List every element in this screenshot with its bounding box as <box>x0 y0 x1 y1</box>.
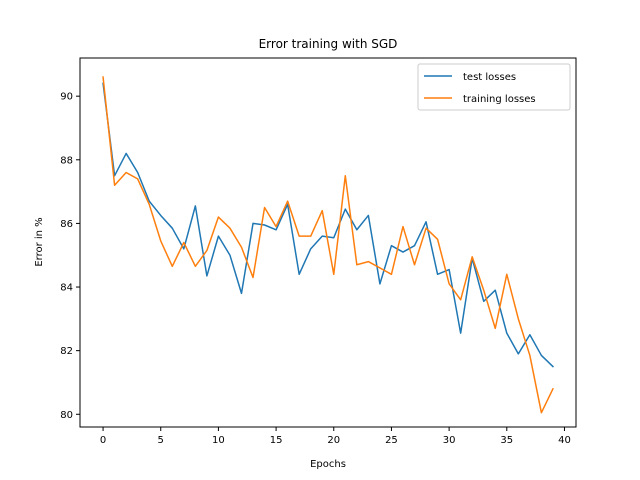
y-tick-label: 90 <box>60 92 73 103</box>
x-tick-label: 0 <box>100 435 106 446</box>
y-tick-label: 82 <box>60 346 73 357</box>
series-line-training-losses <box>102 76 554 414</box>
x-tick-label: 20 <box>327 435 340 446</box>
y-tick-label: 80 <box>60 410 73 421</box>
y-axis: 80 82 84 86 88 90 <box>60 92 80 421</box>
x-tick-label: 35 <box>500 435 513 446</box>
legend-label: test losses <box>463 72 516 83</box>
x-axis-label: Epochs <box>310 459 346 470</box>
x-tick-label: 15 <box>270 435 283 446</box>
axes-frame <box>79 57 577 428</box>
legend-label: training losses <box>463 94 536 105</box>
x-tick-label: 5 <box>158 435 164 446</box>
x-tick-label: 30 <box>443 435 456 446</box>
y-axis-label: Error in % <box>34 217 45 266</box>
plot-area <box>102 76 554 414</box>
chart-title: Error training with SGD <box>259 37 398 51</box>
y-tick-label: 86 <box>60 219 73 230</box>
legend-box <box>417 63 571 111</box>
legend: test losses training losses <box>417 63 571 111</box>
x-tick-label: 10 <box>212 435 225 446</box>
series-line-test-losses <box>102 82 554 368</box>
y-tick-label: 84 <box>60 283 73 294</box>
y-tick-label: 88 <box>60 155 73 166</box>
x-tick-label: 40 <box>558 435 571 446</box>
x-tick-label: 25 <box>385 435 398 446</box>
x-axis: 0 5 10 15 20 25 30 35 40 <box>100 427 571 446</box>
